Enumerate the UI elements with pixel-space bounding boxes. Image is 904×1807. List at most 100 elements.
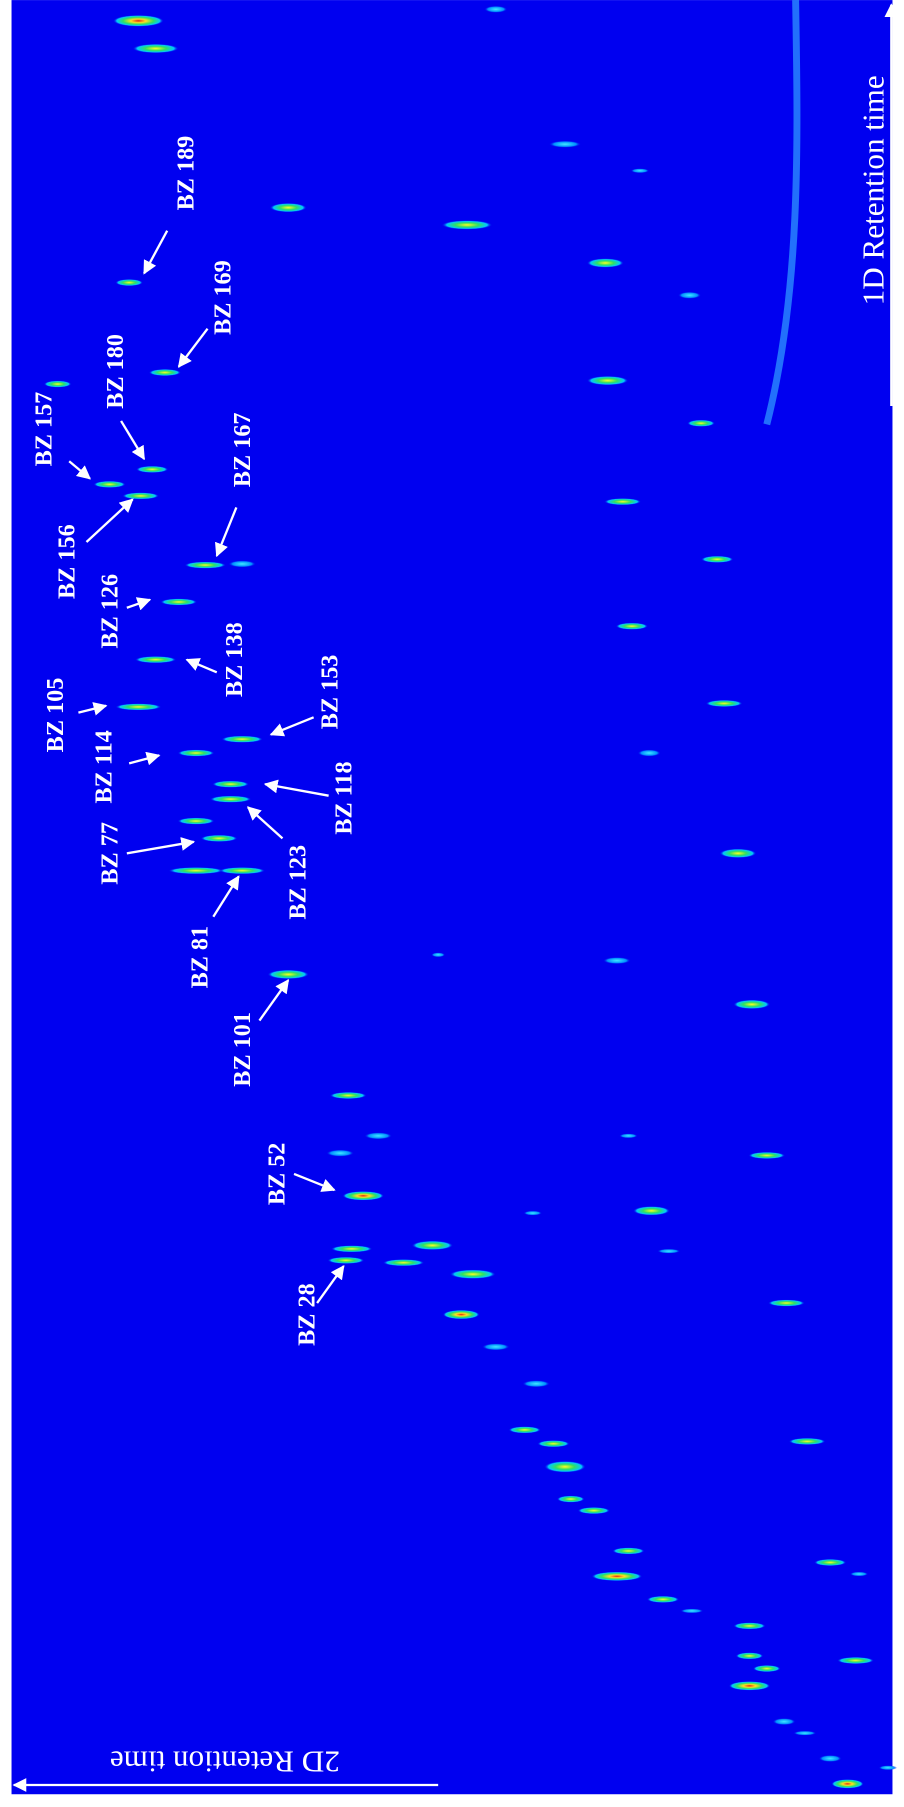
peak-spot	[544, 1461, 586, 1473]
peak-arrow	[263, 779, 329, 797]
peak-spot	[837, 1657, 875, 1664]
peaks-layer	[43, 5, 898, 1789]
peak-spot	[752, 1665, 781, 1673]
peak-label: BZ 77	[96, 822, 123, 885]
peak-label: BZ 167	[229, 412, 256, 487]
peak-spot	[735, 1652, 764, 1660]
peak-label: BZ 52	[264, 1143, 291, 1206]
peak-spot	[793, 1730, 817, 1736]
peak-spot	[678, 291, 702, 299]
peak-arrow	[78, 702, 108, 716]
peak-spot	[93, 480, 126, 488]
peak-spot	[326, 1149, 354, 1157]
peak-spot	[591, 1571, 643, 1581]
peak-spot	[134, 656, 177, 664]
peak-spot	[619, 1133, 638, 1139]
peak-spot	[221, 735, 263, 743]
peak-spot	[484, 5, 508, 13]
peak-spot	[728, 1681, 771, 1691]
peak-label: BZ 180	[102, 334, 129, 409]
peak-arrow	[85, 498, 134, 543]
peak-spot	[219, 867, 266, 875]
peak-label: BZ 169	[209, 260, 236, 335]
peak-spot	[267, 969, 310, 980]
peak-spot	[878, 1765, 898, 1771]
peak-spot	[184, 561, 226, 569]
peak-spot	[586, 258, 624, 268]
peak-arrow	[126, 597, 152, 611]
peak-spot	[701, 555, 734, 563]
peak-arrow	[185, 658, 218, 674]
column-bleed	[763, 0, 801, 426]
peak-arrow	[269, 716, 315, 737]
peak-spot	[177, 817, 215, 825]
peak-spot	[364, 1132, 393, 1140]
peak-spot	[327, 1256, 365, 1264]
peak-spot	[441, 220, 493, 230]
peak-spot	[115, 279, 143, 287]
peak-label: BZ 105	[42, 678, 69, 753]
peak-labels: BZ 189 BZ 169 BZ 180 BZ 157 BZ 156 BZ 167 BZ 1…	[31, 136, 358, 1346]
peak-spot	[508, 1426, 541, 1434]
peak-spot	[548, 140, 582, 148]
peak-spot	[168, 867, 224, 875]
peak-label: BZ 28	[294, 1283, 321, 1346]
peak-spot	[680, 1608, 704, 1614]
peak-spot	[748, 1151, 786, 1159]
peak-label: BZ 189	[173, 136, 200, 211]
peak-spot	[442, 1309, 480, 1320]
plot-area	[11, 0, 893, 1795]
peak-spot	[136, 465, 169, 473]
peak-spot	[615, 622, 649, 630]
peak-label: BZ 138	[221, 622, 248, 697]
peak-label: BZ 123	[284, 845, 311, 920]
peak-spot	[814, 1559, 847, 1566]
peak-spot	[122, 492, 160, 500]
peak-arrow	[128, 751, 161, 766]
peak-spot	[342, 1191, 384, 1201]
peak-spot	[330, 1245, 373, 1253]
peak-arrow	[258, 979, 290, 1022]
peak-label: BZ 126	[96, 574, 123, 649]
y-axis-label: 1D Retention time	[855, 75, 890, 305]
peak-label: BZ 153	[317, 655, 344, 730]
peak-label: BZ 114	[91, 730, 118, 803]
peak-spot	[818, 1755, 842, 1762]
peak-spot	[788, 1437, 826, 1445]
peak-spot	[733, 1622, 766, 1630]
peak-spot	[522, 1380, 551, 1388]
peak-arrow	[120, 420, 146, 461]
peak-spot	[556, 1495, 585, 1503]
peak-spot	[160, 598, 198, 606]
peak-spot	[148, 369, 182, 376]
peak-spot	[657, 1248, 681, 1254]
peak-spot	[228, 560, 256, 568]
peak-spot	[177, 749, 215, 757]
peak-arrow	[177, 328, 209, 368]
peak-spot	[646, 1595, 680, 1603]
peak-arrow	[215, 506, 238, 558]
peak-spot	[687, 419, 715, 427]
peak-label: BZ 157	[31, 392, 58, 467]
peak-spot	[705, 699, 743, 707]
peak-spot	[212, 780, 250, 788]
peak-spot	[329, 1092, 367, 1099]
peak-spot	[431, 952, 446, 958]
peak-label: BZ 118	[330, 761, 357, 834]
peak-spot	[612, 1547, 645, 1555]
peak-spot	[586, 375, 629, 386]
peak-spot	[411, 1240, 454, 1250]
peak-spot	[604, 498, 642, 506]
peak-spot	[132, 43, 179, 54]
peak-spot	[209, 795, 252, 803]
x-axis-label: 2D Retention time	[110, 1744, 340, 1779]
peak-spot	[115, 703, 162, 711]
peak-label: BZ 101	[229, 1012, 256, 1087]
peak-spot	[523, 1210, 542, 1216]
peak-label: BZ 81	[186, 926, 213, 989]
peak-spot	[849, 1571, 869, 1577]
peak-arrow	[293, 1172, 336, 1192]
peak-spot	[577, 1507, 610, 1515]
